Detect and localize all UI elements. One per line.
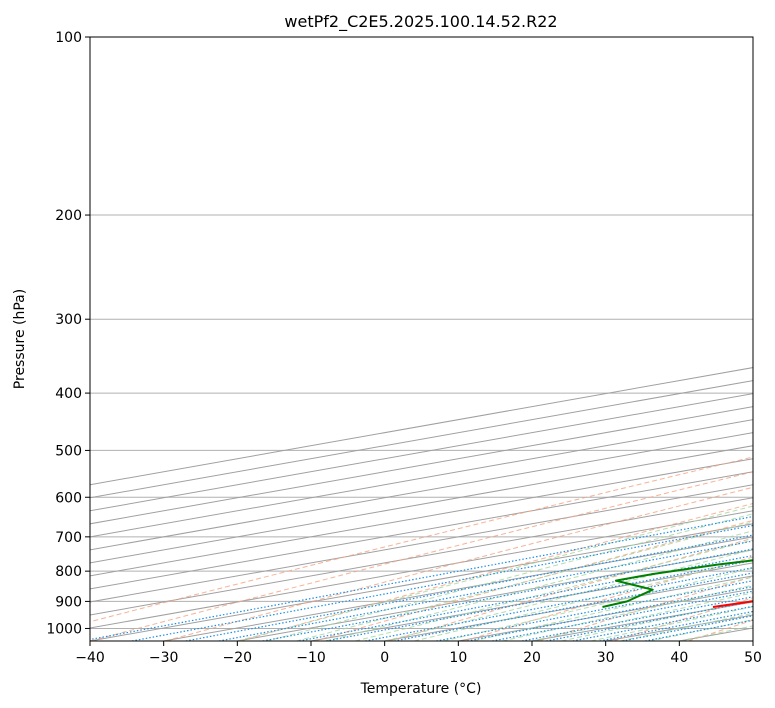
- isotherm-line: [752, 640, 753, 641]
- x-tick-label: 40: [670, 650, 688, 666]
- isotherm-line: [90, 380, 753, 499]
- moist-adiabat-line: [531, 592, 753, 641]
- isotherm-line: [384, 575, 753, 641]
- x-tick-label: 0: [380, 650, 389, 666]
- isotherm-line: [90, 367, 753, 486]
- chart-title: wetPf2_C2E5.2025.100.14.52.R22: [284, 12, 557, 32]
- isotherm-line: [90, 458, 753, 577]
- mixing-ratio-line: [185, 534, 753, 641]
- isotherm-line: [90, 445, 753, 564]
- x-axis-label: Temperature (°C): [360, 681, 482, 697]
- mixing-ratio-line: [521, 596, 753, 641]
- x-tick-label: −30: [149, 650, 179, 666]
- y-tick-label: 100: [55, 30, 82, 46]
- isotherm-line: [163, 536, 753, 641]
- mixing-ratio-line: [131, 524, 753, 641]
- isotherm-line: [90, 484, 753, 603]
- isotherm-line: [90, 510, 753, 629]
- y-tick-label: 600: [55, 490, 82, 506]
- x-tick-label: −20: [223, 650, 253, 666]
- dry-adiabat-line: [538, 576, 753, 641]
- temperature-profile-line: [712, 600, 753, 608]
- moist-adiabat-line: [355, 539, 753, 641]
- x-tick-label: 50: [744, 650, 762, 666]
- dry-adiabat-line: [314, 519, 753, 641]
- x-tick-label: −10: [296, 650, 326, 666]
- mixing-ratio-line: [492, 590, 753, 641]
- y-tick-label: 900: [55, 594, 82, 610]
- isotherm-line: [90, 523, 753, 641]
- dry-adiabat-line: [165, 486, 753, 641]
- moist-adiabat-line: [679, 625, 753, 641]
- y-tick-label: 400: [55, 386, 82, 402]
- moist-adiabat-line: [237, 505, 753, 641]
- dry-adiabat-line: [90, 456, 753, 623]
- isotherm-line: [531, 601, 753, 641]
- mixing-ratio-line: [599, 610, 753, 641]
- isotherm-line: [90, 393, 753, 512]
- moist-adiabat-line: [296, 521, 753, 641]
- mixing-ratio-line: [299, 554, 753, 641]
- x-tick-label: 30: [597, 650, 615, 666]
- moist-adiabat-line: [266, 513, 753, 641]
- isotherm-line: [90, 497, 753, 616]
- moist-adiabat-line: [325, 530, 753, 641]
- isotherm-line: [679, 627, 753, 641]
- y-tick-label: 500: [55, 443, 82, 459]
- mixing-ratio-line: [325, 559, 753, 641]
- dry-adiabat-line: [463, 556, 753, 641]
- y-tick-label: 800: [55, 564, 82, 580]
- mixing-ratio-line: [546, 600, 753, 641]
- mixing-ratio-line: [90, 515, 753, 641]
- dry-adiabat-line: [763, 37, 775, 641]
- isotherm-line: [90, 419, 753, 538]
- x-tick-label: 20: [523, 650, 541, 666]
- moist-adiabat-line: [561, 599, 753, 641]
- plot-frame: [89, 36, 754, 642]
- y-axis-label: Pressure (hPa): [12, 289, 28, 389]
- x-tick-label: −40: [75, 650, 105, 666]
- y-tick-label: 1000: [46, 621, 82, 637]
- y-tick-label: 300: [55, 312, 82, 328]
- dry-adiabat-line: [90, 471, 753, 641]
- y-tick-label: 200: [55, 208, 82, 224]
- mixing-ratio-line: [262, 548, 753, 641]
- isotherm-line: [90, 432, 753, 551]
- mixing-ratio-line: [572, 605, 753, 641]
- isotherm-line: [90, 471, 753, 590]
- mixing-ratio-line: [218, 540, 753, 641]
- y-tick-label: 700: [55, 530, 82, 546]
- x-tick-label: 10: [449, 650, 467, 666]
- isotherm-line: [90, 406, 753, 525]
